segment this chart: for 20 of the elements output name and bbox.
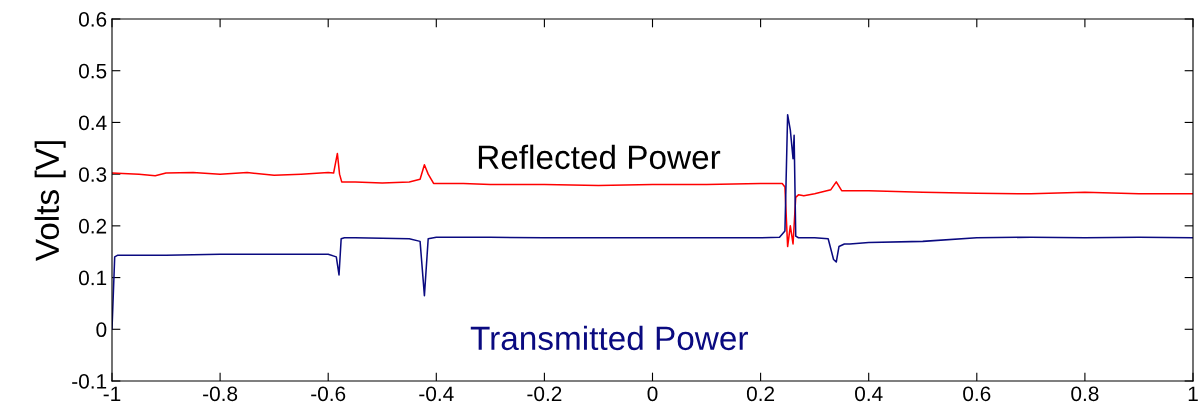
- y-tick-label: 0.5: [78, 63, 107, 79]
- y-tick-label: 0.2: [78, 218, 107, 234]
- x-tick-label: 0: [647, 386, 658, 402]
- y-tick-label: 0.1: [78, 270, 107, 286]
- series-label: Reflected Power: [478, 144, 721, 170]
- x-tick-label: -0.2: [527, 386, 562, 402]
- x-tick-label: -0.8: [203, 386, 238, 402]
- y-axis-title: Volts [V]: [34, 141, 66, 261]
- series-label: Transmitted Power: [470, 325, 748, 351]
- x-tick-label: 0.2: [746, 386, 775, 402]
- y-tick-label: 0.6: [78, 12, 107, 27]
- x-tick-label: -0.4: [419, 386, 454, 402]
- x-tick-label: 0.6: [963, 386, 991, 402]
- y-tick-label: 0: [96, 322, 107, 338]
- y-tick-label: 0.3: [78, 167, 107, 182]
- x-tick-label: -0.6: [311, 386, 346, 402]
- x-tick-label: 1: [1188, 386, 1198, 401]
- y-tick-label: 0.4: [78, 115, 107, 131]
- x-tick-label: 0.8: [1071, 386, 1099, 402]
- x-tick-label: 0.4: [855, 386, 883, 402]
